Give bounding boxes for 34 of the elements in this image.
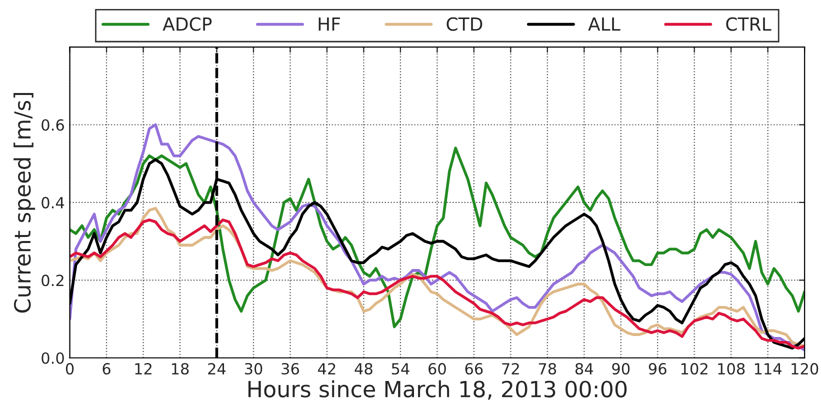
y-axis-title: Current speed [m/s] [14,92,36,313]
y-tick-label: 0.4 [42,196,64,208]
y-tick-label: 0.6 [42,119,64,131]
x-tick-label: 54 [392,363,410,375]
legend-label: CTD [446,17,482,31]
legend-label: HF [318,17,340,31]
x-tick-label: 120 [792,363,818,375]
x-tick-label: 114 [754,363,782,374]
x-tick-label: 108 [718,363,745,375]
x-tick-label: 102 [681,363,708,375]
x-tick-label: 6 [102,363,110,375]
y-tick-label: 0.0 [42,352,64,364]
x-tick-label: 30 [244,363,262,375]
legend-label: ADCP [162,17,212,31]
y-tick-label: 0.2 [42,274,64,286]
x-tick-label: 18 [172,363,189,375]
x-tick-label: 12 [135,363,152,374]
x-tick-label: 66 [465,363,483,375]
line-series [70,146,805,328]
x-tick-label: 42 [318,363,336,374]
x-tick-label: 24 [208,363,226,374]
legend-label: CTRL [726,17,772,31]
x-tick-label: 84 [575,363,594,375]
x-tick-label: 36 [282,363,299,375]
x-tick-label: 90 [612,363,630,375]
x-tick-label: 72 [502,363,519,374]
x-tick-label: 96 [648,363,666,375]
x-tick-label: 78 [538,363,556,375]
x-axis-title: Hours since March 18, 2013 00:00 [248,380,627,400]
legend-label: ALL [588,17,620,31]
line-series [70,123,805,352]
x-tick-label: 0 [66,363,74,375]
x-tick-label: 48 [354,363,372,375]
x-tick-label: 60 [428,363,446,375]
